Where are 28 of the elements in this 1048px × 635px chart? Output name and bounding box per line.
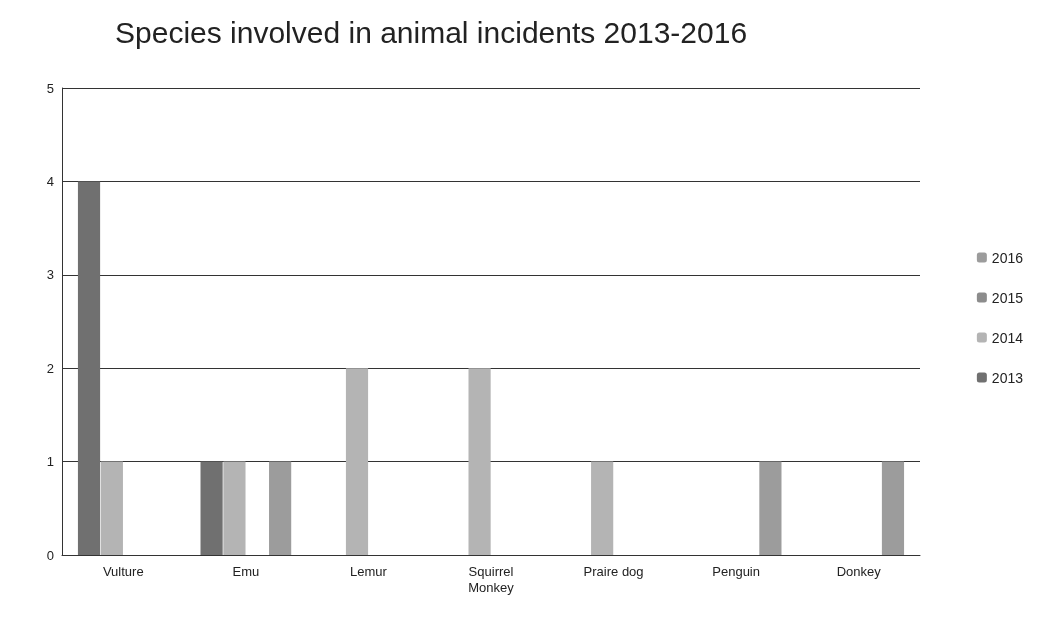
y-tick-label: 1	[46, 454, 54, 470]
x-tick-label: Emu	[232, 563, 260, 579]
bar	[77, 181, 101, 555]
legend-label: 2015	[991, 289, 1024, 306]
x-tick-label: Penguin	[712, 563, 760, 579]
x-tick-label: Donkey	[836, 563, 882, 579]
bar	[345, 368, 369, 555]
bar	[468, 368, 491, 555]
legend-label: 2014	[991, 329, 1024, 346]
bar	[759, 461, 782, 555]
x-tick-label: Squirrel Monkey	[468, 563, 515, 595]
x-tick-label: Vulture	[102, 563, 144, 579]
y-tick-label: 2	[46, 360, 54, 376]
y-tick-label: 4	[46, 173, 54, 189]
bar	[100, 461, 123, 555]
bar	[269, 461, 292, 555]
y-tick-label: 0	[46, 547, 54, 563]
x-tick-label: Lemur	[350, 563, 388, 579]
bar	[591, 461, 614, 555]
y-tick-label: 3	[46, 267, 54, 283]
legend-label: 2013	[991, 369, 1024, 386]
chart-title: Species involved in animal incidents 2013-2016	[115, 15, 748, 49]
bar	[200, 461, 223, 555]
bar	[223, 461, 246, 555]
bar	[881, 461, 905, 555]
y-tick-label: 5	[46, 80, 54, 96]
x-tick-label: Praire dog	[583, 563, 644, 579]
legend-label: 2016	[991, 249, 1024, 266]
